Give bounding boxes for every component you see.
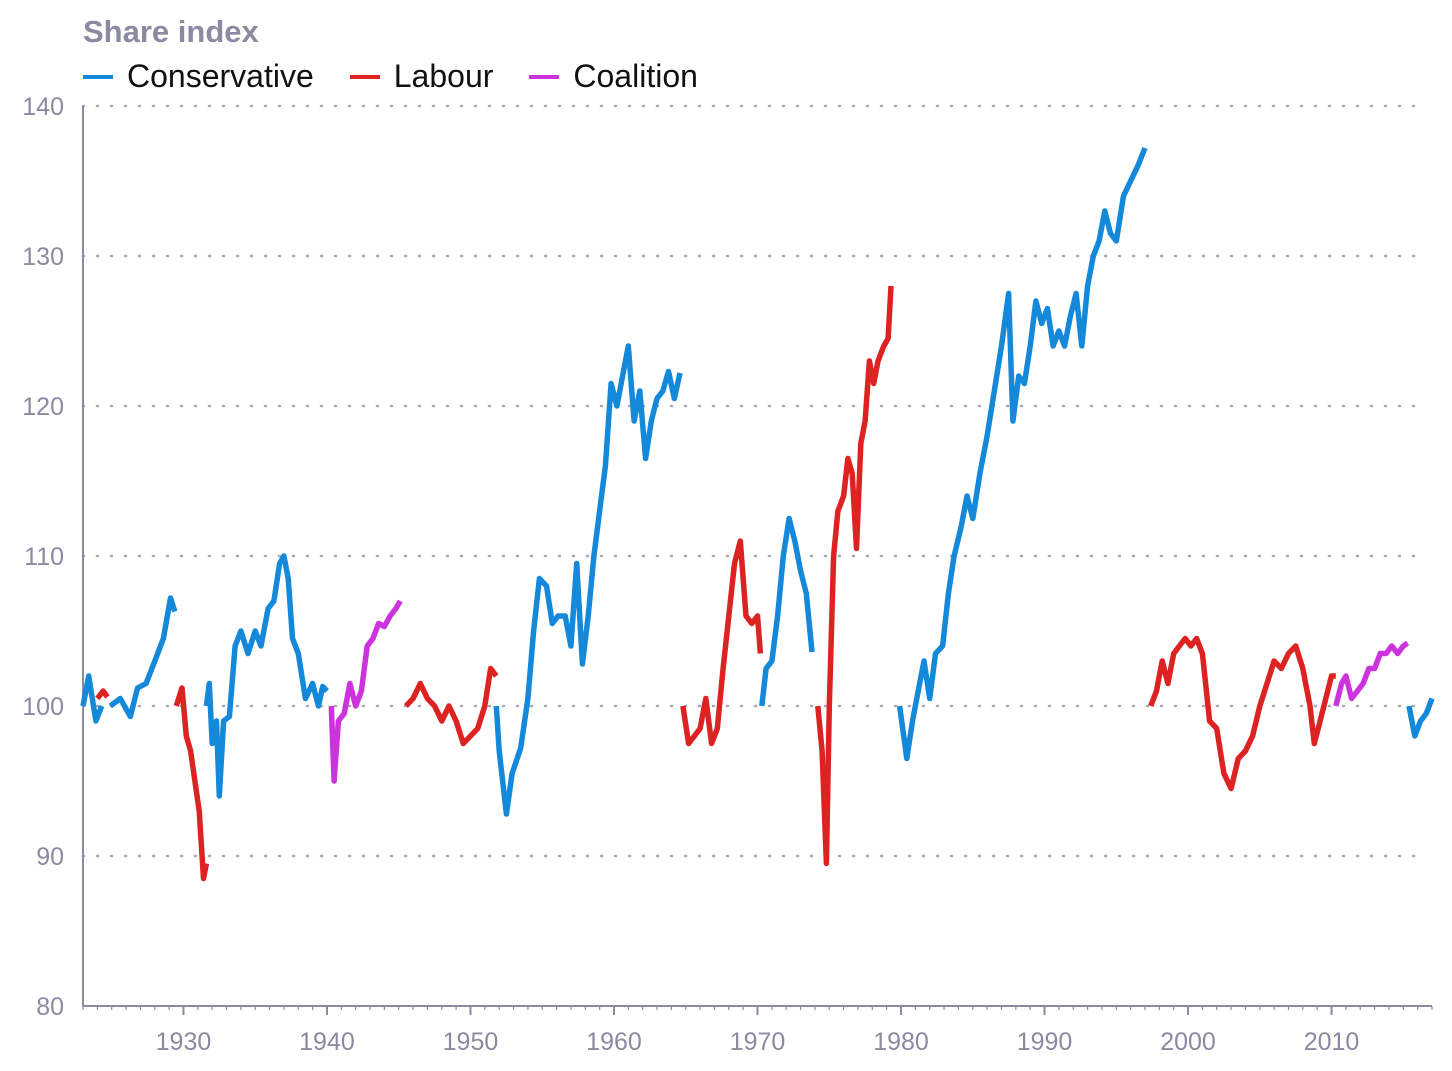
x-tick-label-1930: 1930 [156, 1028, 212, 1056]
x-tick-label-2000: 2000 [1160, 1028, 1216, 1056]
series-conservative-segment-5 [759, 515, 815, 707]
y-tick-label-80: 80 [36, 993, 64, 1021]
x-tick-label-1980: 1980 [873, 1028, 929, 1056]
legend-label-coalition: Coalition [573, 58, 698, 94]
series-conservative-segment-4 [493, 343, 683, 817]
series-labour-segment-5 [815, 285, 894, 867]
y-tick-label-100: 100 [22, 693, 64, 721]
series-labour-segment-4 [680, 538, 764, 747]
legend-item-labour: Labour [349, 58, 494, 95]
series-coalition-segment-1 [328, 599, 403, 784]
series-coalition-segment-2 [1333, 640, 1410, 707]
legend-item-coalition: Coalition [529, 58, 698, 95]
chart-title: Share index [83, 14, 259, 49]
series-labour-segment-1 [95, 688, 110, 701]
series-labour-segment-3 [403, 665, 499, 747]
series-conservative-segment-1 [80, 673, 105, 724]
x-tick-label-1960: 1960 [586, 1028, 642, 1056]
x-tick-label-2010: 2010 [1304, 1028, 1360, 1056]
x-tick-label-1940: 1940 [299, 1028, 355, 1056]
series-conservative-segment-6 [896, 146, 1148, 762]
y-tick-label-130: 130 [22, 243, 64, 271]
series-labour-segment-6 [1148, 635, 1336, 792]
series-conservative-segment-2 [108, 595, 178, 720]
series-labour-segment-2 [173, 685, 210, 882]
x-tick-label-1950: 1950 [443, 1028, 499, 1056]
x-tick-label-1970: 1970 [730, 1028, 786, 1056]
y-tick-label-140: 140 [22, 93, 64, 121]
legend-swatch-labour [349, 74, 380, 79]
legend-swatch-coalition [529, 74, 560, 79]
legend-swatch-conservative [83, 74, 113, 79]
legend-label-conservative: Conservative [127, 58, 314, 94]
y-tick-label-90: 90 [36, 843, 64, 871]
y-tick-label-110: 110 [24, 543, 64, 571]
legend: Conservative Labour Coalition [83, 58, 698, 95]
legend-item-conservative: Conservative [83, 58, 314, 95]
x-tick-label-1990: 1990 [1017, 1028, 1073, 1056]
series-conservative-segment-3 [203, 553, 329, 799]
legend-label-labour: Labour [393, 58, 494, 94]
series-conservative-segment-7 [1406, 697, 1435, 739]
y-tick-label-120: 120 [22, 393, 64, 421]
